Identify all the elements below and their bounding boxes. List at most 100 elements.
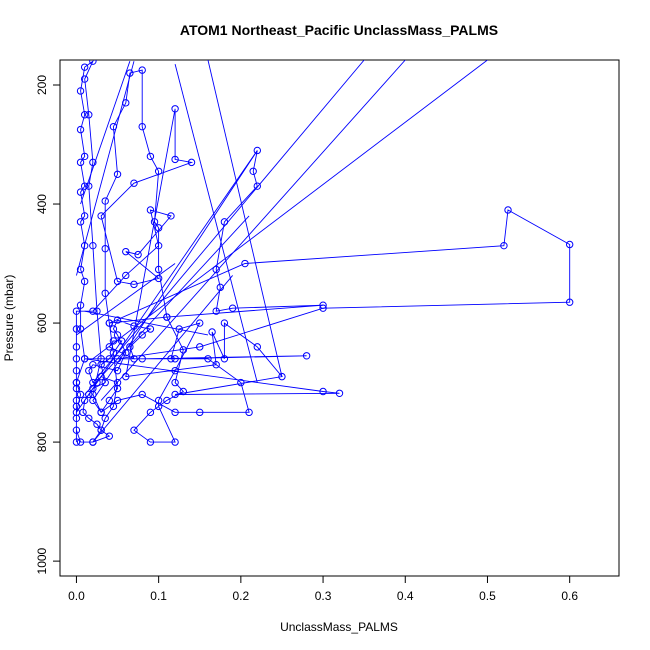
data-point — [154, 274, 163, 283]
data-point — [146, 438, 155, 446]
x-tick-label: 0.0 — [68, 589, 85, 603]
connector-line — [174, 64, 258, 383]
data-point — [80, 396, 89, 405]
data-point — [101, 289, 109, 298]
data-point — [80, 152, 89, 161]
data-point — [171, 366, 179, 375]
data-point — [175, 325, 183, 333]
data-point — [130, 426, 138, 434]
data-point — [80, 75, 89, 83]
connector-line — [207, 60, 283, 377]
data-point — [80, 111, 89, 119]
connector-line — [92, 60, 488, 360]
connector-line — [76, 61, 135, 276]
data-point — [89, 307, 97, 315]
data-point — [101, 197, 109, 205]
data-point — [76, 301, 85, 309]
data-point — [85, 414, 93, 422]
data-point — [146, 325, 155, 333]
data-point — [154, 224, 163, 232]
data-point — [76, 325, 85, 333]
data-point — [76, 390, 85, 399]
data-point — [220, 319, 229, 327]
data-point — [171, 390, 179, 399]
x-axis-label: UnclassMass_PALMS — [280, 620, 398, 634]
data-point — [105, 432, 114, 440]
data-point — [76, 265, 85, 274]
data-point — [245, 408, 253, 417]
data-point — [72, 343, 81, 351]
data-point — [89, 361, 97, 369]
data-point — [72, 414, 81, 422]
data-point — [196, 408, 204, 417]
data-point — [76, 188, 85, 196]
data-point — [72, 426, 81, 434]
y-tick-label: 600 — [35, 313, 49, 333]
data-point — [97, 212, 105, 220]
data-point — [109, 325, 118, 333]
data-point — [138, 390, 146, 399]
data-point — [278, 372, 286, 381]
data-point — [80, 63, 89, 71]
data-point — [113, 170, 122, 178]
data-point — [126, 343, 134, 351]
data-point — [79, 408, 87, 417]
data-point — [196, 319, 204, 327]
x-tick-label: 0.1 — [150, 589, 167, 603]
data-point — [113, 331, 122, 339]
data-point — [253, 343, 261, 351]
data-point — [80, 241, 89, 250]
data-point — [93, 378, 101, 387]
plot-frame — [59, 59, 620, 577]
data-point — [122, 247, 130, 256]
data-point — [72, 355, 81, 363]
data-point — [97, 426, 105, 434]
data-point — [138, 331, 146, 339]
data-point — [89, 60, 97, 65]
data-point — [154, 396, 163, 405]
data-point — [163, 313, 171, 321]
data-point — [109, 122, 118, 131]
data-point — [237, 378, 245, 387]
data-point — [228, 304, 237, 312]
data-point — [220, 355, 229, 363]
data-point — [167, 212, 175, 220]
data-point — [171, 378, 179, 387]
data-point — [504, 206, 512, 214]
data-point — [101, 414, 109, 422]
data-point — [130, 322, 138, 330]
data-point — [220, 218, 229, 226]
data-point — [105, 355, 114, 363]
data-point — [154, 167, 163, 175]
data-point — [171, 105, 179, 113]
x-tick-label: 0.5 — [479, 589, 496, 603]
data-point — [85, 390, 93, 399]
y-axis-label: Pressure (mbar) — [2, 275, 16, 362]
data-point — [85, 366, 93, 375]
data-point — [565, 240, 574, 249]
data-point — [80, 277, 89, 286]
data-point — [93, 420, 101, 428]
data-point — [146, 206, 155, 214]
data-point — [113, 355, 122, 363]
data-point — [212, 361, 220, 369]
data-point — [117, 337, 126, 345]
data-point — [89, 241, 97, 250]
data-point — [89, 438, 97, 446]
data-point — [565, 298, 574, 306]
x-axis: 0.0 0.1 0.2 0.3 0.4 0.5 0.6 — [68, 575, 578, 603]
data-point — [138, 355, 146, 363]
connector-line — [84, 310, 209, 336]
data-point — [105, 343, 114, 351]
data-point — [122, 372, 130, 381]
plot-area — [72, 60, 574, 446]
data-point — [204, 355, 212, 363]
data-point — [130, 179, 138, 187]
data-point — [138, 122, 146, 131]
y-tick-label: 800 — [35, 432, 49, 452]
connector-line — [80, 61, 131, 205]
data-point — [171, 408, 179, 417]
data-point — [171, 155, 179, 164]
data-point — [335, 389, 344, 397]
